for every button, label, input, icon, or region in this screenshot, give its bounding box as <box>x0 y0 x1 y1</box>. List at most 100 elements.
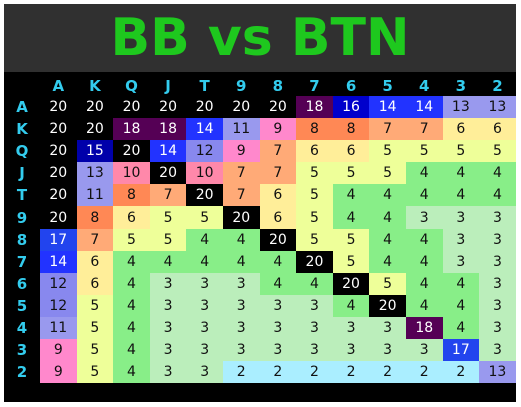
hand-cell-k4: 7 <box>405 118 443 141</box>
hand-cell-28: 2 <box>259 361 297 384</box>
hand-cell-3k: 5 <box>76 339 114 362</box>
hand-cell-53: 4 <box>442 294 480 317</box>
hand-cell-t7: 5 <box>296 184 333 207</box>
hand-cell-9q: 6 <box>113 206 150 229</box>
hand-cell-83: 3 <box>442 228 480 251</box>
hand-cell-7q: 4 <box>113 250 150 273</box>
hand-cell-qt: 12 <box>186 140 223 163</box>
hand-cell-3j: 3 <box>149 339 187 362</box>
hand-cell-64: 4 <box>405 272 443 295</box>
hand-cell-ak: 20 <box>76 96 114 119</box>
hand-cell-77: 20 <box>296 250 333 273</box>
chart-title: BB vs BTN <box>110 8 410 68</box>
hand-cell-57: 3 <box>296 294 333 317</box>
hand-cell-kt: 14 <box>186 118 223 141</box>
hand-cell-2j: 3 <box>149 361 187 384</box>
hand-cell-qa: 20 <box>40 140 77 163</box>
hand-cell-j5: 5 <box>369 162 406 185</box>
hand-cell-4q: 4 <box>113 316 150 340</box>
hand-cell-2q: 4 <box>113 361 150 384</box>
hand-cell-27: 2 <box>296 361 333 384</box>
hand-cell-65: 5 <box>369 272 406 295</box>
hand-cell-t9: 7 <box>222 184 260 207</box>
hand-cell-6k: 6 <box>76 272 114 295</box>
hand-cell-jt: 10 <box>186 162 223 185</box>
hand-cell-q7: 6 <box>296 140 333 163</box>
hand-cell-q6: 6 <box>332 140 370 163</box>
hand-cell-29: 2 <box>222 361 260 384</box>
row-header-4: 4 <box>4 316 40 340</box>
hand-cell-35: 3 <box>369 339 406 362</box>
hand-cell-a7: 18 <box>296 96 333 119</box>
hand-cell-45: 3 <box>369 316 406 340</box>
hand-cell-37: 3 <box>296 339 333 362</box>
hand-cell-6j: 3 <box>149 272 187 295</box>
hand-cell-96: 4 <box>332 206 370 229</box>
hand-cell-t2: 4 <box>479 184 516 207</box>
hand-cell-4t: 3 <box>186 316 223 340</box>
hand-cell-j3: 4 <box>442 162 480 185</box>
hand-cell-6t: 3 <box>186 272 223 295</box>
hand-cell-44: 18 <box>405 316 443 340</box>
hand-cell-q5: 5 <box>369 140 406 163</box>
hand-cell-j9: 7 <box>222 162 260 185</box>
hand-cell-t5: 4 <box>369 184 406 207</box>
hand-cell-k7: 8 <box>296 118 333 141</box>
range-chart-frame: BB vs BTN A K Q J T 9 8 7 6 5 4 3 2 A 20 20 20 20 20 20 20 18… <box>4 4 516 402</box>
hand-cell-q2: 5 <box>479 140 516 163</box>
row-header-6: 6 <box>4 272 40 295</box>
hand-cell-85: 4 <box>369 228 406 251</box>
hand-cell-82: 3 <box>479 228 516 251</box>
hand-cell-92: 3 <box>479 206 516 229</box>
hand-cell-2k: 5 <box>76 361 114 384</box>
hand-cell-95: 4 <box>369 206 406 229</box>
hand-cell-a5: 14 <box>369 96 406 119</box>
hand-cell-k9: 11 <box>222 118 260 141</box>
hand-cell-54: 4 <box>405 294 443 317</box>
hand-cell-5k: 5 <box>76 294 114 317</box>
column-header-5: 5 <box>369 75 406 96</box>
row-header-3: 3 <box>4 339 40 362</box>
hand-cell-ja: 20 <box>40 162 77 185</box>
hand-cell-56: 4 <box>332 294 370 317</box>
hand-cell-5t: 3 <box>186 294 223 317</box>
hand-cell-jj: 20 <box>149 162 187 185</box>
hand-cell-k3: 6 <box>442 118 480 141</box>
hand-cell-kk: 20 <box>76 118 114 141</box>
hand-cell-38: 3 <box>259 339 297 362</box>
hand-cell-kq: 18 <box>113 118 150 141</box>
hand-cell-63: 4 <box>442 272 480 295</box>
hand-cell-9k: 8 <box>76 206 114 229</box>
hand-cell-67: 4 <box>296 272 333 295</box>
hand-cell-52: 3 <box>479 294 516 317</box>
hand-cell-q4: 5 <box>405 140 443 163</box>
hand-cell-36: 3 <box>332 339 370 362</box>
hand-cell-23: 2 <box>442 361 480 384</box>
hand-cell-3q: 4 <box>113 339 150 362</box>
row-header-a: A <box>4 96 40 119</box>
hand-cell-8t: 4 <box>186 228 223 251</box>
grid-corner <box>4 75 40 96</box>
hand-cell-a4: 14 <box>405 96 443 119</box>
hand-cell-7k: 6 <box>76 250 114 273</box>
hand-cell-86: 5 <box>332 228 370 251</box>
hand-cell-72: 3 <box>479 250 516 273</box>
column-header-8: 8 <box>259 75 297 96</box>
row-header-j: J <box>4 162 40 185</box>
hand-cell-93: 3 <box>442 206 480 229</box>
hand-cell-j7: 5 <box>296 162 333 185</box>
hand-cell-j6: 5 <box>332 162 370 185</box>
hand-cell-48: 3 <box>259 316 297 340</box>
hand-cell-7t: 4 <box>186 250 223 273</box>
hand-cell-tq: 8 <box>113 184 150 207</box>
hand-cell-94: 3 <box>405 206 443 229</box>
hand-cell-69: 3 <box>222 272 260 295</box>
hand-cell-j4: 4 <box>405 162 443 185</box>
row-header-7: 7 <box>4 250 40 273</box>
title-bar: BB vs BTN <box>4 4 516 72</box>
column-header-t: T <box>186 75 223 96</box>
column-header-6: 6 <box>332 75 370 96</box>
hand-cell-6a: 12 <box>40 272 77 295</box>
hand-cell-7a: 14 <box>40 250 77 273</box>
hand-cell-9j: 5 <box>149 206 187 229</box>
